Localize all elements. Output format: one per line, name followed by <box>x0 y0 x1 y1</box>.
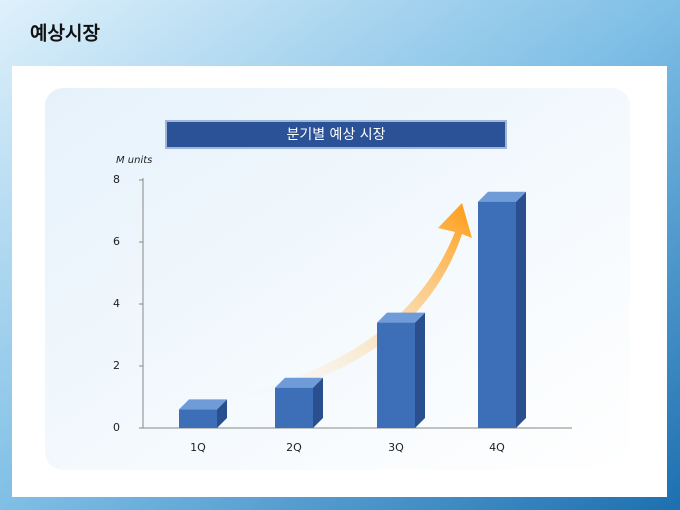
y-axis-label: M units <box>116 155 152 166</box>
y-tick-label: 0 <box>113 421 120 434</box>
bar-top <box>377 312 425 323</box>
bar-side <box>313 377 323 428</box>
bar <box>377 322 415 428</box>
bar-side <box>217 399 227 428</box>
bar-top <box>275 377 323 388</box>
x-tick-label: 2Q <box>286 441 302 454</box>
chart-title: 분기별 예상 시장 <box>286 127 385 143</box>
bar <box>275 387 313 428</box>
page-title: 예상시장 <box>30 23 100 45</box>
bar-top <box>478 191 526 202</box>
bar-side <box>415 312 425 428</box>
bar <box>478 201 516 428</box>
y-tick-label: 8 <box>113 173 120 186</box>
x-tick-label: 3Q <box>388 441 404 454</box>
chart-title-box <box>165 120 507 149</box>
y-tick-label: 4 <box>113 297 120 310</box>
x-tick-label: 4Q <box>489 441 505 454</box>
y-tick-label: 2 <box>113 359 120 372</box>
bar-side <box>516 191 526 428</box>
y-tick-label: 6 <box>113 235 120 248</box>
x-tick-label: 1Q <box>190 441 206 454</box>
bar-top <box>179 399 227 410</box>
bar <box>179 409 217 428</box>
growth-arrow <box>240 203 472 398</box>
